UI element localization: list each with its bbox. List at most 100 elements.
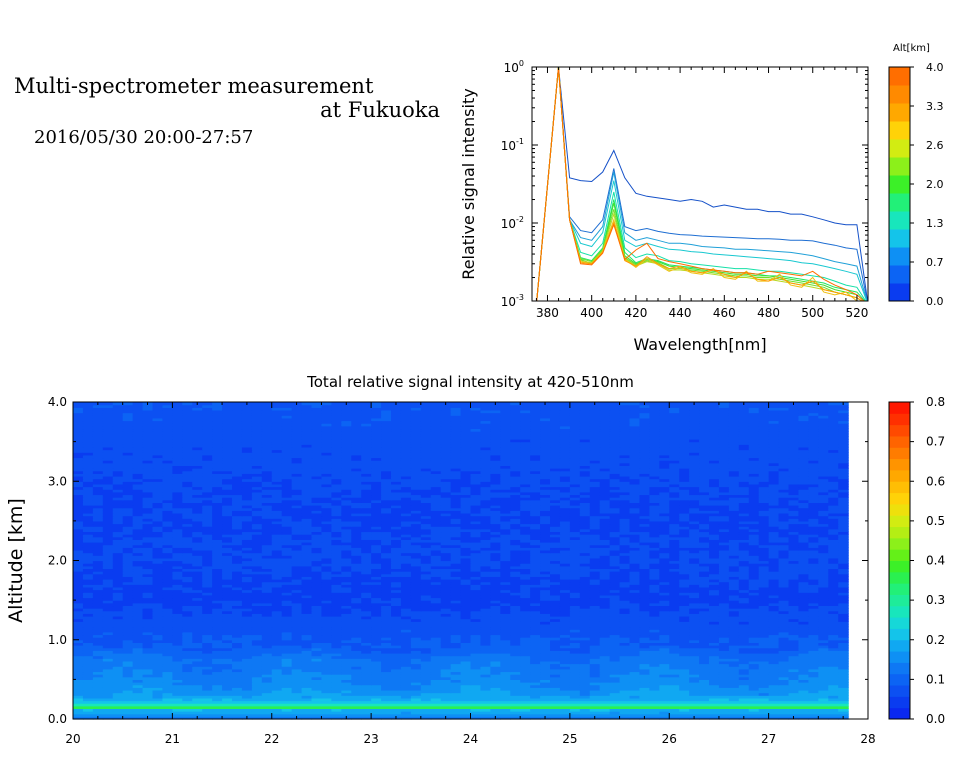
- heatmap-cell: [381, 711, 392, 715]
- heatmap-cell: [182, 679, 193, 683]
- heatmap-cell: [599, 605, 611, 609]
- heatmap-cell: [788, 594, 800, 599]
- heatmap-cell: [152, 634, 164, 638]
- heatmap-cell: [261, 637, 273, 641]
- heatmap-cell: [192, 610, 203, 614]
- heatmap-cell: [490, 695, 501, 699]
- heatmap-cell: [460, 663, 472, 667]
- heatmap-cell: [82, 687, 94, 691]
- heatmap-cell: [271, 682, 283, 686]
- heatmap-cell: [788, 692, 800, 696]
- heatmap-cell: [341, 671, 352, 675]
- heatmap-cell: [510, 655, 521, 659]
- heatmap-cell: [510, 565, 521, 570]
- heatmap-cell: [778, 716, 790, 720]
- heatmap-cell: [381, 652, 392, 657]
- heatmap-cell: [758, 589, 770, 593]
- heatmap-cell: [102, 671, 114, 675]
- heatmap-cell: [430, 655, 442, 659]
- heatmap-cell: [480, 565, 491, 570]
- heatmap-cell: [510, 578, 521, 583]
- heatmap-cell: [748, 610, 760, 614]
- heatmap-cell: [699, 621, 710, 625]
- heatmap-cell: [291, 684, 303, 688]
- heatmap-cell: [808, 711, 819, 715]
- heatmap-cell: [73, 613, 84, 617]
- heatmap-cell: [440, 602, 452, 607]
- heatmap-cell: [420, 571, 432, 575]
- heatmap-cell: [500, 689, 511, 694]
- heatmap-cell: [440, 615, 452, 620]
- heatmap-cell: [798, 594, 809, 599]
- heatmap-cell: [550, 578, 561, 583]
- heatmap-cell: [222, 563, 233, 567]
- heatmap-cell: [361, 629, 372, 633]
- heatmap-cell: [430, 650, 442, 654]
- heatmap-cell: [480, 578, 491, 583]
- heatmap-cell: [768, 560, 780, 564]
- heatmap-cell: [609, 711, 621, 715]
- heatmap-cell: [92, 655, 104, 659]
- heatmap-cell: [311, 608, 323, 612]
- heatmap-cell: [559, 705, 571, 710]
- heatmap-cell: [649, 695, 660, 699]
- heatmap-cell: [550, 573, 561, 577]
- heatmap-cell: [361, 576, 372, 580]
- heatmap-cell: [92, 666, 104, 670]
- heatmap-cell: [709, 652, 720, 657]
- heatmap-cell: [73, 618, 84, 622]
- heatmap-cell: [699, 658, 710, 662]
- heatmap-cell: [391, 703, 402, 707]
- heatmap-cell: [510, 592, 521, 596]
- heatmap-cell: [321, 687, 332, 691]
- heatmap-cell: [182, 642, 193, 646]
- heatmap-cell: [281, 565, 293, 570]
- heatmap-cell: [102, 658, 114, 662]
- heatmap-cell: [470, 594, 482, 599]
- heatmap-cell: [589, 621, 601, 625]
- heatmap-cell: [162, 557, 173, 562]
- heatmap-cell: [838, 645, 849, 649]
- heatmap-cell: [758, 711, 770, 715]
- heatmap-cell: [559, 650, 571, 654]
- heatmap-cell: [381, 555, 392, 559]
- heatmap-cell: [838, 687, 849, 691]
- heatmap-cell: [291, 655, 303, 659]
- heatmap-cell: [112, 689, 124, 694]
- heatmap-cell: [818, 568, 829, 572]
- heatmap-cell: [341, 692, 352, 696]
- heatmap-cell: [440, 576, 452, 580]
- heatmap-cell: [609, 697, 621, 702]
- heatmap-cell: [669, 586, 680, 591]
- heatmap-cell: [251, 631, 263, 636]
- heatmap-cell: [838, 679, 849, 683]
- heatmap-cell: [550, 645, 561, 649]
- heatmap-cell: [440, 557, 452, 562]
- heatmap-cell: [321, 645, 332, 649]
- heatmap-cell: [639, 705, 650, 710]
- heatmap-cell: [381, 660, 392, 665]
- heatmap-cell: [261, 610, 273, 614]
- heatmap-cell: [689, 692, 700, 696]
- heatmap-cell: [251, 568, 263, 572]
- heatmap-cell: [132, 658, 144, 662]
- heatmap-cell: [788, 573, 800, 577]
- heatmap-cell: [728, 618, 740, 622]
- heatmap-cell: [251, 700, 263, 704]
- heatmap-cell: [311, 711, 323, 715]
- heatmap-cell: [232, 642, 243, 646]
- heatmap-cell: [162, 660, 173, 665]
- heatmap-cell: [311, 634, 323, 638]
- heatmap-cell: [659, 597, 670, 601]
- heatmap-cell: [589, 634, 601, 638]
- heatmap-cell: [460, 626, 472, 630]
- heatmap-cell: [649, 663, 660, 667]
- heatmap-cell: [619, 647, 631, 651]
- heatmap-cell: [341, 578, 352, 583]
- heatmap-cell: [400, 642, 412, 646]
- heatmap-cell: [669, 645, 680, 649]
- heatmap-cell: [331, 682, 342, 686]
- heatmap-cell: [550, 676, 561, 680]
- heatmap-cell: [92, 676, 104, 680]
- heatmap-cell: [182, 626, 193, 630]
